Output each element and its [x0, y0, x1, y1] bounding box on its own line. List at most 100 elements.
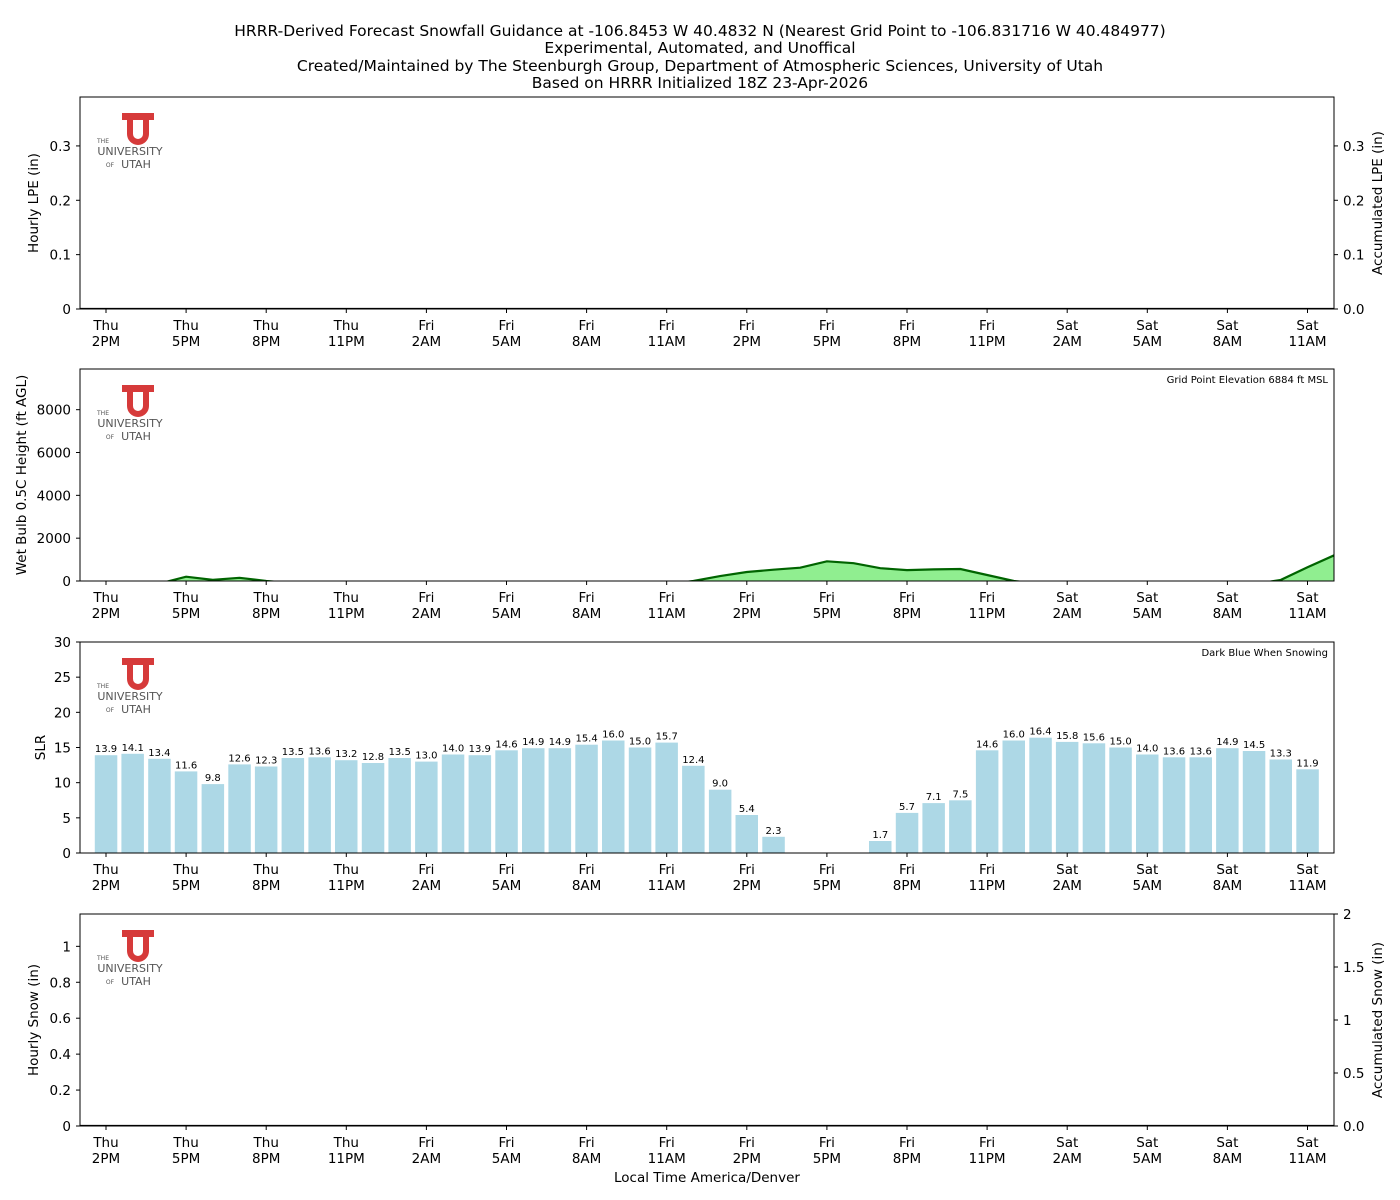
x-tick-time: 11PM [969, 334, 1006, 350]
slr-bar [1162, 757, 1186, 853]
logo-university-text: UNIVERSITY [97, 962, 163, 975]
x-tick-time: 5AM [1133, 606, 1162, 622]
x-tick-day: Fri [899, 590, 915, 606]
slr-bar [949, 800, 972, 853]
logo-utah-text: UTAH [121, 703, 151, 716]
slr-bar [228, 764, 251, 853]
x-tick-day: Fri [498, 318, 514, 334]
logo-u-mark-icon [122, 930, 154, 962]
x-tick-time: 11PM [328, 1151, 365, 1167]
logo-utah-text: UTAH [121, 975, 151, 988]
y-tick-label: 15 [54, 741, 71, 757]
x-tick-time: 5PM [813, 334, 841, 350]
slr-bar [602, 740, 625, 853]
x-tick-time: 11PM [969, 878, 1006, 894]
slr-bar-label: 1.7 [872, 830, 888, 841]
x-tick-time: 2PM [92, 878, 120, 894]
y-tick-label: 20 [54, 705, 71, 721]
logo-the-text: THE [96, 955, 109, 962]
slr-bar-label: 13.6 [1163, 746, 1185, 757]
slr-bar-label: 13.5 [389, 747, 411, 758]
slr-bar [1189, 757, 1212, 853]
x-tick-day: Sat [1216, 318, 1238, 334]
slr-bar [1269, 759, 1292, 853]
x-tick-time: 8PM [252, 606, 280, 622]
x-tick-day: Fri [498, 1135, 514, 1151]
slr-bar [922, 803, 945, 853]
slr-bar-label: 11.6 [175, 760, 197, 771]
slr-bar [441, 754, 465, 853]
slr-bar [522, 748, 545, 853]
x-tick-day: Thu [333, 1135, 359, 1151]
x-tick-time: 11AM [1288, 334, 1326, 350]
x-tick-day: Fri [739, 862, 755, 878]
x-tick-day: Fri [819, 862, 835, 878]
y-tick-label: 0 [62, 574, 71, 590]
slr-bar-label: 14.9 [522, 737, 544, 748]
y-tick-label: 0.6 [50, 1011, 71, 1027]
slr-bar-label: 5.7 [899, 802, 915, 813]
x-tick-time: 11PM [969, 606, 1006, 622]
x-tick-day: Fri [579, 590, 595, 606]
x-axis-label: Local Time America/Denver [614, 1170, 800, 1186]
slr-bar-label: 7.5 [952, 789, 968, 800]
x-tick-day: Sat [1296, 590, 1318, 606]
x-tick-time: 5PM [172, 606, 200, 622]
x-tick-time: 2PM [92, 334, 120, 350]
logo-university-text: UNIVERSITY [97, 417, 163, 430]
slr-bar [1216, 748, 1239, 853]
x-tick-day: Fri [819, 590, 835, 606]
x-tick-day: Fri [979, 590, 995, 606]
slr-bar-label: 12.6 [228, 753, 250, 764]
logo-utah-text: UTAH [121, 158, 151, 171]
y-right-tick-label: 0.5 [1343, 1066, 1364, 1082]
y-tick-label: 0 [62, 1119, 71, 1135]
x-tick-day: Fri [739, 1135, 755, 1151]
slr-bar-label: 13.6 [1190, 746, 1212, 757]
x-tick-time: 11AM [648, 1151, 686, 1167]
y-tick-label: 10 [54, 776, 71, 792]
slr-bar-label: 15.4 [575, 734, 597, 745]
x-tick-time: 2AM [1052, 1151, 1081, 1167]
x-tick-day: Sat [1216, 1135, 1238, 1151]
x-tick-time: 5AM [1133, 878, 1162, 894]
slr-bar-label: 14.0 [1136, 744, 1158, 755]
slr-bar-label: 12.8 [362, 752, 384, 763]
y-tick-label: 0.2 [50, 193, 71, 209]
slr-bar-label: 12.4 [682, 755, 704, 766]
y-axis-label: Wet Bulb 0.5C Height (ft AGL) [14, 375, 30, 576]
x-tick-day: Fri [659, 590, 675, 606]
x-tick-time: 11AM [648, 606, 686, 622]
x-tick-day: Thu [92, 590, 118, 606]
slr-bar [548, 748, 572, 853]
x-tick-time: 5PM [172, 334, 200, 350]
slr-bar-label: 15.7 [656, 732, 678, 743]
x-tick-day: Thu [253, 318, 279, 334]
figure-title-line-1: HRRR-Derived Forecast Snowfall Guidance … [234, 22, 1166, 40]
logo-the-text: THE [96, 683, 109, 690]
x-tick-day: Fri [899, 862, 915, 878]
slr-bar-label: 13.2 [335, 749, 357, 760]
axes-frame [79, 913, 1335, 1127]
slr-bar [201, 784, 225, 853]
logo-u-mark-icon [122, 385, 154, 417]
x-tick-day: Thu [92, 862, 118, 878]
x-tick-time: 2PM [92, 606, 120, 622]
x-tick-day: Thu [92, 318, 118, 334]
slr-bar [762, 836, 785, 853]
slr-bar-label: 14.9 [1216, 737, 1238, 748]
y-tick-label: 6000 [37, 446, 71, 462]
logo-utah-text: UTAH [121, 430, 151, 443]
logo-of-text: OF [106, 707, 115, 714]
x-tick-day: Sat [1296, 862, 1318, 878]
x-tick-time: 2PM [733, 606, 761, 622]
slr-bar-label: 2.3 [766, 826, 782, 837]
axes-frame [79, 96, 1335, 310]
y-right-tick-label: 0.0 [1343, 302, 1364, 318]
logo-u-mark-icon [122, 658, 154, 690]
slr-bar [468, 755, 492, 853]
slr-bar-label: 14.5 [1243, 740, 1265, 751]
